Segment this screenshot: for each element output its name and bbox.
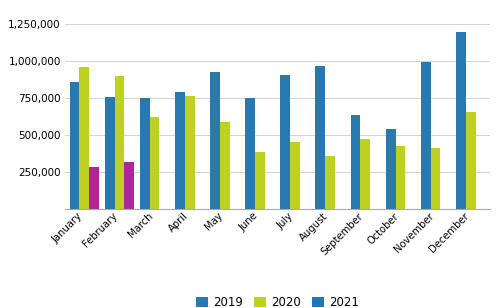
Legend: 2019, 2020, 2021: 2019, 2020, 2021 <box>192 291 364 308</box>
Bar <box>255 152 265 209</box>
Bar <box>466 111 475 209</box>
Bar <box>210 71 220 209</box>
Bar <box>430 148 440 209</box>
Bar <box>280 75 290 209</box>
Bar <box>140 98 149 209</box>
Bar <box>456 32 466 209</box>
Bar <box>220 122 230 209</box>
Bar <box>316 66 326 209</box>
Bar <box>80 67 89 209</box>
Bar <box>350 115 360 209</box>
Bar <box>150 117 160 209</box>
Bar <box>185 96 194 209</box>
Bar <box>124 162 134 209</box>
Bar <box>421 62 430 209</box>
Bar <box>326 156 335 209</box>
Bar <box>245 98 255 209</box>
Bar <box>89 167 99 209</box>
Bar <box>175 91 185 209</box>
Bar <box>360 139 370 209</box>
Bar <box>104 97 115 209</box>
Bar <box>396 146 406 209</box>
Bar <box>70 82 80 209</box>
Bar <box>290 142 300 209</box>
Bar <box>114 76 124 209</box>
Bar <box>386 129 396 209</box>
